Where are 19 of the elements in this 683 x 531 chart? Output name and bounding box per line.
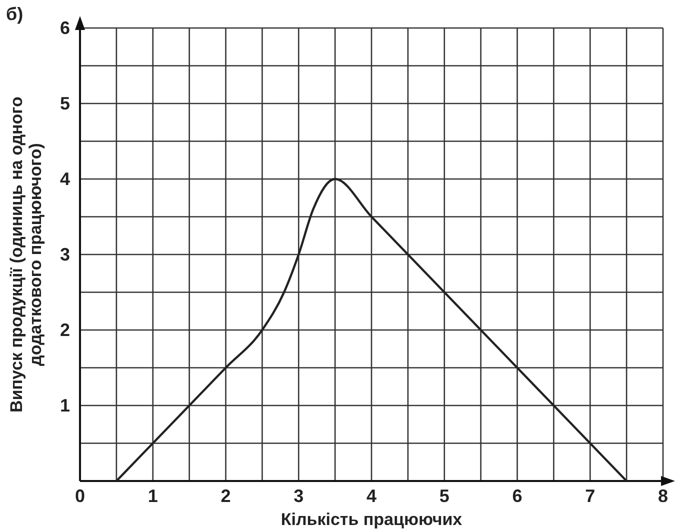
- x-axis-title: Кількість працюючих: [280, 510, 463, 529]
- y-tick-label: 4: [60, 168, 70, 189]
- y-tick-label: 5: [60, 93, 70, 114]
- line-series: [115, 178, 628, 482]
- x-tick-label: 6: [512, 486, 522, 506]
- y-tick-label: 1: [60, 395, 70, 416]
- x-tick-label: 0: [74, 486, 86, 506]
- x-tick-label: 3: [294, 486, 304, 506]
- text: б): [6, 4, 24, 24]
- y-tick-label: 3: [60, 244, 70, 264]
- y-tick-label: 6: [60, 18, 70, 38]
- x-tick-label: 1: [148, 486, 158, 506]
- y-tick-label: 2: [60, 320, 70, 340]
- x-tick-label: 8: [658, 486, 668, 506]
- x-tick-label: 2: [220, 486, 231, 506]
- x-tick-label: 5: [439, 486, 450, 506]
- x-tick-label: 4: [366, 486, 377, 506]
- x-tick-label: 7: [585, 486, 596, 506]
- y-axis-title: Випуск продукції (одиниць на одного додаткового працюючого): [7, 96, 45, 412]
